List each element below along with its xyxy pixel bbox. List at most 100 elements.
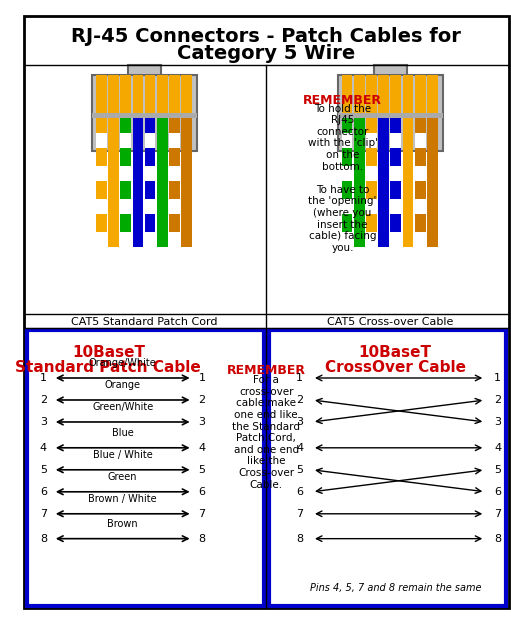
Text: 3: 3 — [40, 417, 47, 427]
Bar — [342, 166, 353, 181]
Bar — [378, 115, 389, 247]
Text: 8: 8 — [494, 534, 501, 544]
Text: 4: 4 — [494, 443, 501, 453]
Bar — [415, 75, 426, 115]
Text: Pins 4, 5, 7 and 8 remain the same: Pins 4, 5, 7 and 8 remain the same — [310, 583, 481, 593]
Text: Orange: Orange — [105, 381, 141, 391]
Bar — [96, 199, 107, 214]
Text: Category 5 Wire: Category 5 Wire — [177, 44, 355, 63]
Bar — [120, 199, 131, 214]
Bar — [169, 75, 180, 115]
Bar — [403, 75, 413, 115]
Bar — [169, 199, 180, 214]
Text: 10BaseT: 10BaseT — [72, 344, 145, 359]
Bar — [120, 133, 131, 148]
Text: 5: 5 — [199, 465, 205, 475]
Bar — [390, 133, 401, 148]
Text: REMEMBER: REMEMBER — [303, 94, 382, 107]
Bar — [366, 166, 377, 181]
Bar — [128, 66, 161, 75]
Bar — [169, 232, 180, 247]
Bar — [92, 113, 197, 118]
Bar — [145, 133, 155, 148]
Bar — [120, 115, 131, 247]
Text: CAT5 Standard Patch Cord: CAT5 Standard Patch Cord — [72, 316, 218, 326]
Bar — [366, 75, 377, 115]
Text: Brown / White: Brown / White — [88, 494, 157, 504]
Text: Orange/White: Orange/White — [89, 358, 156, 368]
Bar — [96, 75, 107, 115]
Bar — [415, 199, 426, 214]
Text: 7: 7 — [494, 509, 501, 519]
Bar — [181, 75, 192, 115]
Bar — [390, 75, 401, 115]
Text: 1: 1 — [296, 373, 303, 383]
Text: Blue / White: Blue / White — [93, 451, 153, 461]
Text: 8: 8 — [296, 534, 303, 544]
Bar — [390, 166, 401, 181]
Text: Brown: Brown — [107, 519, 138, 529]
Bar — [96, 232, 107, 247]
Bar — [169, 115, 180, 247]
Text: 2: 2 — [40, 395, 47, 405]
Bar — [390, 115, 401, 247]
Bar — [157, 115, 168, 247]
Bar — [366, 115, 377, 247]
Text: 2: 2 — [199, 395, 205, 405]
Bar — [92, 75, 197, 152]
Text: 4: 4 — [40, 443, 47, 453]
Text: To hold the
RJ45
connector
with the 'clip'
on the
bottom.

To have to
the 'openi: To hold the RJ45 connector with the 'cli… — [308, 104, 378, 253]
Bar — [145, 75, 155, 115]
Bar — [169, 133, 180, 148]
Text: 2: 2 — [494, 395, 501, 405]
Bar — [145, 166, 155, 181]
Bar — [415, 166, 426, 181]
Bar — [366, 133, 377, 148]
Text: Blue: Blue — [112, 428, 133, 438]
Bar — [338, 113, 443, 118]
Bar — [120, 75, 131, 115]
Bar — [132, 115, 143, 247]
Bar — [157, 75, 168, 115]
Text: 5: 5 — [40, 465, 47, 475]
Text: 4: 4 — [296, 443, 303, 453]
Text: 6: 6 — [199, 487, 205, 497]
Bar — [342, 232, 353, 247]
Bar — [342, 115, 353, 247]
Bar — [374, 66, 407, 75]
Bar — [342, 75, 353, 115]
Text: REMEMBER: REMEMBER — [227, 364, 306, 377]
Bar — [366, 232, 377, 247]
Text: 4: 4 — [199, 443, 205, 453]
Bar — [390, 232, 401, 247]
Text: 5: 5 — [494, 465, 501, 475]
Text: Green/White: Green/White — [92, 402, 153, 412]
Text: 8: 8 — [199, 534, 205, 544]
Text: CAT5 Cross-over Cable: CAT5 Cross-over Cable — [328, 316, 454, 326]
Text: 3: 3 — [296, 417, 303, 427]
Text: 1: 1 — [199, 373, 205, 383]
Bar — [96, 115, 107, 247]
Bar — [181, 115, 192, 247]
Text: 1: 1 — [40, 373, 47, 383]
Bar — [96, 133, 107, 148]
Bar — [96, 166, 107, 181]
Bar — [427, 115, 438, 247]
Bar — [427, 75, 438, 115]
Text: 2: 2 — [296, 395, 303, 405]
Bar — [342, 199, 353, 214]
Text: 10BaseT: 10BaseT — [359, 344, 432, 359]
Bar — [145, 232, 155, 247]
Text: 7: 7 — [40, 509, 47, 519]
Bar — [120, 166, 131, 181]
Text: 7: 7 — [296, 509, 303, 519]
Bar — [338, 75, 443, 152]
Text: 3: 3 — [494, 417, 501, 427]
FancyBboxPatch shape — [27, 330, 264, 606]
Text: RJ-45 Connectors - Patch Cables for: RJ-45 Connectors - Patch Cables for — [71, 27, 461, 46]
Text: For a
cross-over
cable make
one end like
the Standard
Patch Cord,
and one end
li: For a cross-over cable make one end like… — [232, 375, 300, 489]
Bar — [354, 115, 365, 247]
Text: 6: 6 — [494, 487, 501, 497]
Bar — [403, 115, 413, 247]
Text: 7: 7 — [199, 509, 205, 519]
